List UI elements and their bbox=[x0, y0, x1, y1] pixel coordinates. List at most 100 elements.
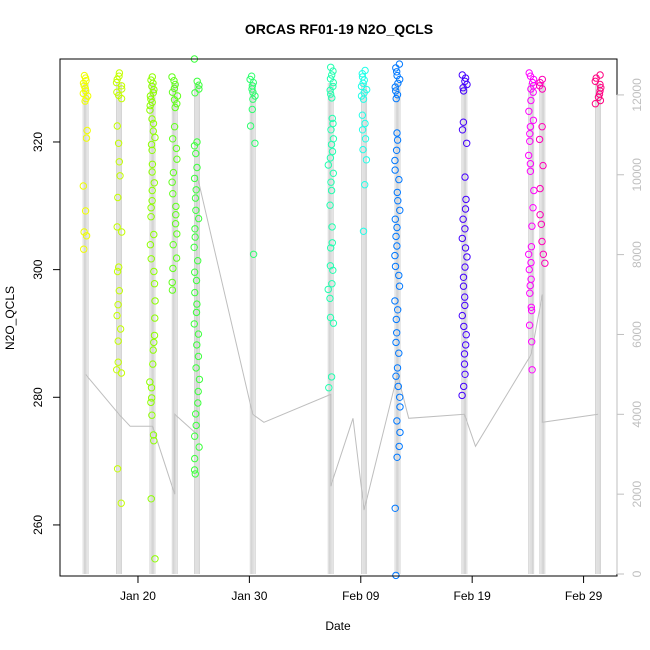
data-point-rf07 bbox=[328, 71, 336, 79]
data-point-rf01 bbox=[80, 228, 88, 236]
data-point-rf07 bbox=[327, 178, 335, 186]
data-point-rf09 bbox=[392, 87, 400, 95]
data-point-rf12 bbox=[536, 211, 544, 219]
data-point-rf03 bbox=[147, 255, 155, 263]
data-point-rf03 bbox=[150, 338, 158, 347]
data-point-rf04 bbox=[171, 220, 180, 228]
data-point-rf10 bbox=[458, 234, 466, 243]
data-point-rf03 bbox=[151, 314, 159, 322]
data-point-rf05 bbox=[194, 330, 203, 338]
data-point-rf01 bbox=[82, 77, 90, 85]
data-point-rf02 bbox=[115, 69, 124, 77]
data-point-rf06 bbox=[246, 122, 255, 130]
altitude-path bbox=[85, 174, 599, 511]
data-point-rf07 bbox=[326, 313, 335, 322]
data-point-rf09 bbox=[396, 206, 404, 215]
y-tick-label: 320 bbox=[31, 132, 45, 152]
n2o-points-layer bbox=[79, 55, 605, 580]
data-point-rf02 bbox=[113, 465, 122, 473]
data-point-rf03 bbox=[150, 331, 159, 340]
data-point-rf02 bbox=[113, 122, 122, 130]
data-point-rf02 bbox=[113, 267, 122, 276]
data-point-rf06 bbox=[249, 250, 258, 259]
data-point-rf11 bbox=[527, 96, 535, 105]
data-point-rf09 bbox=[392, 146, 401, 155]
data-point-rf01 bbox=[81, 97, 89, 105]
data-point-rf04 bbox=[170, 84, 179, 93]
data-point-rf04 bbox=[169, 190, 177, 198]
data-point-rf11 bbox=[526, 160, 535, 168]
data-point-rf01 bbox=[82, 232, 91, 240]
x-tick-label: Feb 09 bbox=[342, 589, 380, 603]
data-point-rf10 bbox=[459, 118, 468, 126]
data-point-rf04 bbox=[170, 96, 179, 104]
data-point-rf07 bbox=[328, 147, 337, 156]
data-point-rf05 bbox=[191, 194, 200, 202]
data-point-rf10 bbox=[458, 391, 466, 400]
data-point-rf07 bbox=[328, 280, 336, 288]
data-point-rf06 bbox=[248, 85, 256, 93]
data-point-rf10 bbox=[461, 225, 469, 233]
data-point-rf04 bbox=[173, 230, 181, 238]
data-point-rf03 bbox=[148, 186, 156, 195]
data-point-rf03 bbox=[151, 555, 159, 563]
data-point-rf09 bbox=[392, 232, 400, 241]
y-right-tick-label: 10000 bbox=[630, 158, 644, 192]
data-point-rf03 bbox=[149, 346, 157, 354]
data-point-rf10 bbox=[461, 301, 469, 310]
data-point-rf05 bbox=[190, 174, 199, 183]
y-right-tick-label: 2000 bbox=[630, 481, 644, 508]
x-axis: Jan 20 Jan 30 Feb 09 Feb 19 Feb 29 bbox=[120, 575, 603, 603]
data-point-rf09 bbox=[396, 403, 404, 411]
data-point-rf11 bbox=[525, 69, 533, 77]
data-point-rf05 bbox=[195, 375, 204, 384]
data-point-rf04 bbox=[171, 80, 179, 89]
data-point-rf05 bbox=[194, 387, 202, 396]
data-point-rf07 bbox=[325, 384, 333, 392]
data-point-rf04 bbox=[168, 286, 177, 294]
data-point-rf05 bbox=[193, 341, 201, 349]
data-point-rf09 bbox=[394, 306, 402, 314]
data-point-rf10 bbox=[460, 350, 469, 358]
data-point-rf11 bbox=[526, 281, 534, 290]
x-tick-label: Jan 20 bbox=[120, 589, 156, 603]
data-point-rf07 bbox=[326, 154, 335, 162]
data-point-rf10 bbox=[462, 195, 470, 204]
data-point-rf05 bbox=[191, 225, 199, 233]
data-point-rf05 bbox=[192, 276, 201, 285]
data-point-rf07 bbox=[328, 114, 336, 123]
data-point-rf02 bbox=[116, 325, 125, 333]
data-point-rf07 bbox=[327, 126, 335, 134]
data-point-rf10 bbox=[463, 253, 471, 261]
data-point-rf02 bbox=[117, 82, 126, 90]
data-point-rf09 bbox=[392, 94, 400, 103]
data-point-rf09 bbox=[393, 188, 401, 197]
data-point-rf13 bbox=[591, 100, 600, 108]
data-point-rf11 bbox=[527, 303, 535, 311]
data-point-rf02 bbox=[118, 228, 126, 236]
data-point-rf04 bbox=[172, 211, 180, 219]
data-point-rf07 bbox=[324, 285, 332, 294]
data-point-rf11 bbox=[529, 116, 538, 125]
data-point-rf05 bbox=[195, 81, 203, 89]
data-point-rf07 bbox=[328, 94, 336, 102]
data-point-rf05 bbox=[193, 163, 201, 172]
data-point-rf11 bbox=[525, 321, 534, 329]
data-point-rf04 bbox=[168, 178, 176, 186]
data-point-rf11 bbox=[525, 107, 533, 116]
data-point-rf07 bbox=[329, 319, 338, 327]
data-point-rf09 bbox=[391, 251, 399, 260]
data-point-rf03 bbox=[146, 241, 155, 249]
data-point-rf11 bbox=[529, 88, 537, 96]
data-point-rf04 bbox=[169, 135, 177, 143]
data-point-rf05 bbox=[192, 206, 200, 215]
data-point-rf09 bbox=[393, 129, 401, 137]
data-point-rf05 bbox=[194, 399, 202, 407]
y-axis-title: N2O_QCLS bbox=[3, 286, 17, 350]
data-point-rf03 bbox=[150, 179, 159, 187]
data-point-rf11 bbox=[526, 137, 534, 146]
data-point-rf03 bbox=[148, 115, 156, 123]
data-point-rf05 bbox=[194, 214, 203, 223]
data-point-rf09 bbox=[395, 349, 403, 357]
data-point-rf12 bbox=[536, 184, 544, 193]
